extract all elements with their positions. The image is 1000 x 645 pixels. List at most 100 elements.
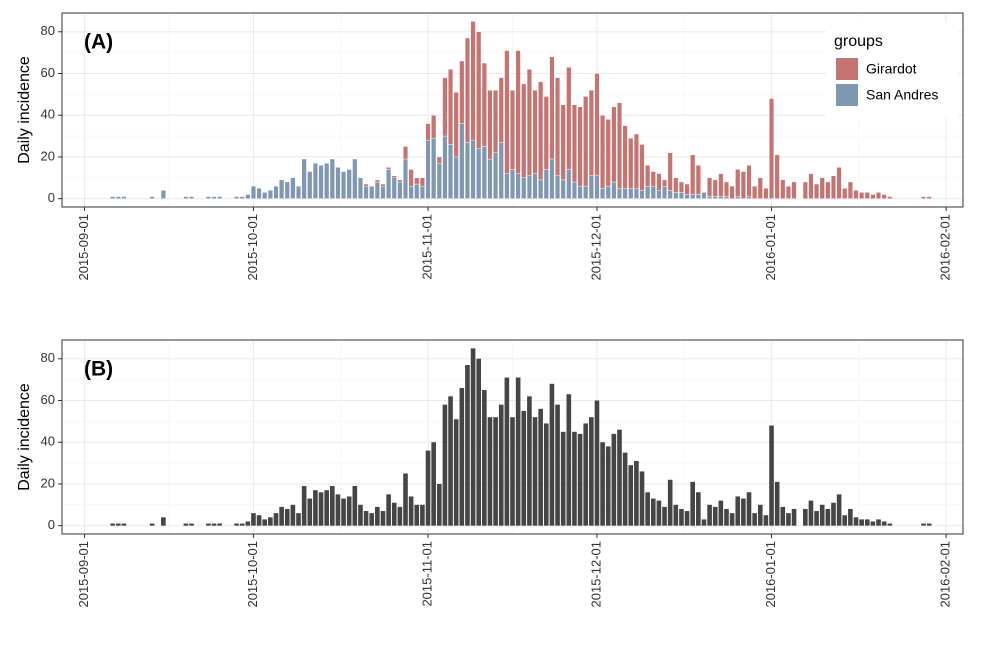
- bar: [594, 400, 600, 526]
- bar: [329, 486, 335, 526]
- plot-border: [61, 12, 964, 208]
- bar: [211, 523, 217, 526]
- bar: [633, 133, 639, 189]
- bar: [566, 67, 572, 170]
- bar: [701, 192, 707, 199]
- bar: [211, 196, 217, 199]
- x-tick-label: 2015-10-01: [245, 214, 260, 281]
- bar: [763, 515, 769, 526]
- bar: [600, 442, 605, 526]
- bar: [521, 410, 527, 526]
- bar: [526, 175, 532, 199]
- bar: [465, 365, 470, 526]
- bar: [408, 169, 414, 187]
- bar: [453, 92, 459, 158]
- panel-label: (B): [84, 358, 113, 381]
- bar: [419, 177, 425, 187]
- bar: [611, 106, 617, 183]
- bar: [442, 77, 448, 137]
- bar: [391, 502, 397, 526]
- bar: [301, 158, 307, 199]
- bar: [538, 408, 543, 526]
- bar: [239, 523, 245, 526]
- bar: [577, 185, 583, 199]
- y-tick-label: 80: [41, 350, 55, 365]
- bar: [453, 156, 459, 199]
- bar: [116, 523, 121, 526]
- bar: [549, 383, 555, 526]
- bar: [324, 490, 329, 526]
- panel-label: (A): [84, 31, 113, 54]
- bar: [487, 158, 493, 199]
- bar: [887, 196, 893, 199]
- bar: [870, 194, 876, 199]
- bar: [189, 196, 195, 199]
- bar: [549, 158, 555, 199]
- bar: [543, 169, 549, 199]
- bar: [481, 146, 487, 199]
- bar: [431, 115, 437, 139]
- bar: [724, 508, 729, 526]
- bar: [847, 181, 853, 199]
- legend-key: [836, 84, 858, 106]
- bar: [622, 125, 628, 189]
- bar: [341, 498, 346, 526]
- bar: [369, 185, 375, 199]
- x-tick-label: 2015-09-01: [76, 214, 91, 281]
- bar: [543, 423, 549, 526]
- bar: [493, 152, 499, 199]
- bar: [464, 142, 470, 199]
- x-tick-label: 2015-10-01: [245, 541, 260, 608]
- bar: [527, 396, 532, 526]
- y-tick-label: 20: [41, 475, 55, 490]
- bar: [414, 504, 420, 526]
- bar: [436, 156, 442, 164]
- bar: [808, 500, 814, 526]
- bar: [881, 194, 887, 199]
- x-tick-label: 2015-11-01: [419, 214, 434, 280]
- bar: [752, 513, 757, 526]
- bar: [121, 196, 127, 199]
- bar: [825, 181, 831, 199]
- bar: [718, 500, 724, 526]
- bar: [296, 513, 301, 526]
- bar: [250, 185, 256, 199]
- bar: [769, 425, 774, 526]
- bar: [690, 154, 696, 195]
- bar: [707, 196, 713, 199]
- bar: [335, 167, 341, 199]
- bar: [470, 348, 476, 526]
- bar: [239, 196, 245, 199]
- bar: [526, 69, 532, 176]
- bar: [780, 506, 786, 526]
- bar: [459, 60, 465, 124]
- bar: [814, 183, 820, 199]
- y-tick-label: 40: [41, 434, 55, 449]
- bar: [279, 179, 285, 199]
- bar: [358, 504, 363, 526]
- bar: [453, 419, 459, 526]
- bar: [290, 177, 296, 199]
- bar: [335, 494, 341, 526]
- bar: [284, 508, 290, 526]
- bar: [634, 460, 639, 526]
- bar: [555, 404, 560, 526]
- bar: [408, 496, 414, 526]
- bar: [774, 154, 780, 199]
- bar: [645, 165, 651, 187]
- bar: [735, 169, 741, 197]
- bar: [842, 188, 848, 199]
- bar: [740, 171, 746, 199]
- x-tick-label: 2016-01-01: [763, 541, 778, 608]
- bar: [594, 73, 600, 176]
- bar: [498, 404, 504, 526]
- bar: [853, 517, 859, 526]
- bar: [234, 523, 239, 526]
- bar: [690, 481, 696, 526]
- bar: [588, 175, 594, 199]
- bar: [853, 190, 859, 199]
- bar: [357, 177, 363, 199]
- bar: [684, 511, 690, 526]
- y-tick-label: 60: [41, 65, 55, 80]
